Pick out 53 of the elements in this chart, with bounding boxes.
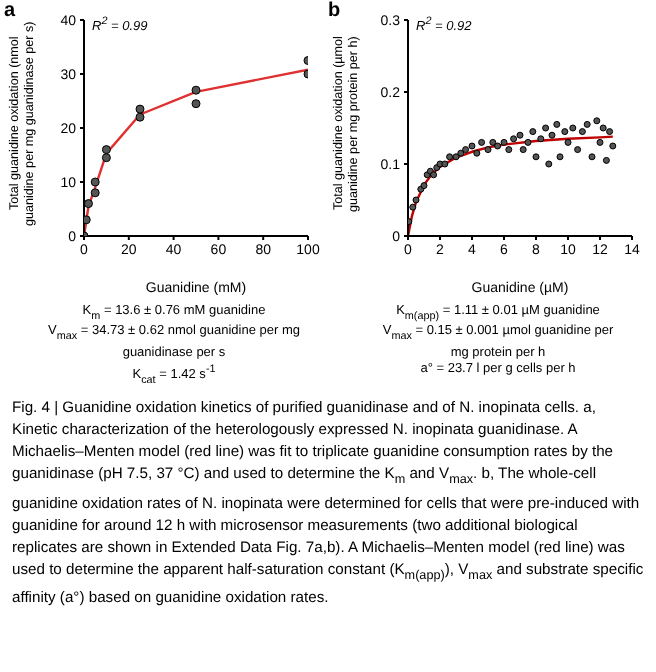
point (602, 156, 610, 164)
point (90, 188, 100, 198)
point (574, 146, 582, 154)
point (441, 160, 449, 168)
point (457, 149, 465, 157)
point (412, 196, 420, 204)
point (578, 128, 586, 136)
point (462, 146, 470, 154)
point (542, 124, 550, 132)
point (489, 138, 497, 146)
point (90, 177, 100, 187)
point (191, 85, 201, 95)
chart-title: a (4, 0, 16, 22)
chart-title: b (328, 0, 341, 22)
point (510, 135, 518, 143)
point (529, 128, 537, 136)
point (191, 99, 201, 109)
point (596, 138, 604, 146)
point (609, 142, 617, 150)
point (135, 112, 145, 122)
point (583, 120, 591, 128)
point (446, 153, 454, 161)
point (135, 104, 145, 114)
point (532, 153, 540, 161)
point (524, 138, 532, 146)
point (84, 215, 91, 225)
point (556, 153, 564, 161)
point (420, 182, 428, 190)
point (599, 124, 607, 132)
point (606, 128, 614, 136)
point (516, 131, 524, 139)
point (569, 124, 577, 132)
point (484, 146, 492, 154)
point (537, 135, 545, 143)
point (101, 145, 111, 155)
point (593, 117, 601, 125)
point (553, 120, 561, 128)
point (473, 149, 481, 157)
point (519, 146, 527, 154)
point (505, 146, 513, 154)
point (101, 153, 111, 163)
point (478, 138, 486, 146)
point (545, 160, 553, 168)
point (494, 142, 502, 150)
point (409, 203, 417, 211)
point (564, 138, 572, 146)
point (561, 128, 569, 136)
point (452, 153, 460, 161)
point (588, 153, 596, 161)
point (84, 199, 93, 209)
point (548, 131, 556, 139)
point (500, 138, 508, 146)
point (468, 142, 476, 150)
